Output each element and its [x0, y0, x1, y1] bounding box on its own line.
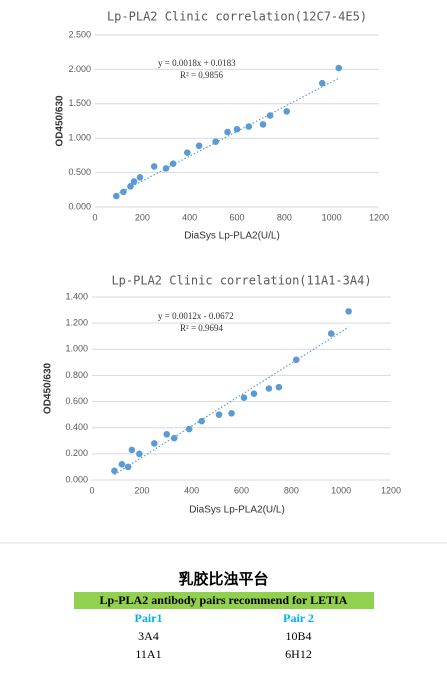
table-title: 乳胶比浊平台: [178, 572, 269, 588]
x-tick-label: 200: [134, 485, 149, 495]
x-tick-label: 200: [135, 212, 150, 222]
data-point: [150, 163, 158, 170]
data-point: [228, 410, 235, 417]
data-point: [127, 183, 134, 190]
data-point: [111, 467, 118, 475]
data-point: [185, 425, 193, 433]
data-point: [184, 149, 191, 156]
data-point: [240, 394, 248, 401]
x-tick-label: 400: [182, 212, 197, 222]
x-tick-label: 600: [234, 485, 249, 495]
y-tick-label: 1.000: [65, 344, 88, 354]
cell: 6H12: [285, 647, 312, 661]
data-point: [275, 383, 283, 391]
data-point: [120, 188, 127, 196]
data-point: [170, 434, 178, 442]
charts: Lp-PLA2 Clinic correlation(12C7-4E5) 0.00…: [0, 10, 447, 544]
data-point: [118, 461, 126, 468]
data-point: [345, 308, 352, 315]
table-row: 3A4 10B4: [0, 627, 447, 645]
data-point: [283, 108, 291, 115]
data-point: [318, 79, 326, 87]
y-tick-label: 0.600: [65, 396, 88, 406]
y-tick-label: 0.500: [68, 167, 91, 177]
data-point: [215, 411, 223, 418]
y-tick-label: 0.200: [65, 448, 88, 458]
x-tick-label: 1200: [369, 212, 389, 222]
annotation: R² = 0.9856: [180, 70, 224, 80]
data-point: [233, 125, 241, 133]
data-point: [224, 128, 231, 136]
x-tick-label: 0: [89, 485, 94, 495]
data-point: [259, 121, 267, 128]
y-tick-label: 0.400: [65, 422, 88, 432]
y-tick-label: 1.500: [68, 98, 91, 108]
x-tick-label: 1000: [331, 485, 351, 495]
data-point: [250, 390, 258, 398]
table-header: Pair1 Pair 2: [0, 609, 447, 627]
cell: 11A1: [135, 647, 162, 661]
data-point: [198, 417, 205, 425]
y-tick-label: 0.000: [68, 201, 91, 211]
x-tick-label: 1200: [381, 485, 401, 495]
data-point: [124, 463, 132, 471]
x-axis-label: DiaSys Lp-PLA2(U/L): [189, 505, 285, 516]
data-point: [130, 178, 138, 185]
data-point: [335, 64, 343, 72]
data-point: [212, 138, 219, 145]
data-point: [150, 440, 158, 447]
data-point: [293, 356, 300, 364]
pair-table: 乳胶比浊平台 Lp-PLA2 antibody pairs recommend …: [0, 568, 447, 663]
x-tick-label: 400: [184, 485, 199, 495]
y-tick-label: 0.800: [65, 370, 88, 380]
y-axis-label: OD450/630: [55, 95, 66, 147]
annotation: y = 0.0012x - 0.0672: [158, 311, 234, 321]
x-axis-label: DiaSys Lp-PLA2(U/L): [184, 231, 280, 242]
trendline: [116, 77, 340, 196]
data-point: [136, 174, 144, 181]
y-tick-label: 0.000: [65, 474, 88, 484]
x-tick-label: 800: [277, 212, 292, 222]
y-tick-label: 2.000: [68, 64, 91, 74]
y-tick-label: 2.500: [68, 29, 91, 39]
annotation: R² = 0.9694: [180, 323, 224, 333]
table-row: 11A1 6H12: [0, 645, 447, 663]
data-point: [162, 165, 170, 172]
annotation: y = 0.0018x + 0.0183: [158, 58, 236, 68]
data-point: [113, 192, 120, 200]
y-axis-label: OD450/630: [43, 362, 54, 414]
trendline: [114, 326, 349, 476]
data-point: [245, 123, 253, 130]
data-point: [195, 142, 203, 150]
data-point: [327, 330, 335, 337]
data-point: [265, 385, 273, 392]
y-tick-label: 1.000: [68, 133, 91, 143]
header-cell: Pair1: [134, 611, 163, 625]
cell: 3A4: [138, 629, 159, 643]
y-tick-label: 1.200: [65, 318, 88, 328]
cell: 10B4: [285, 629, 312, 643]
data-point: [169, 160, 177, 167]
data-point: [163, 430, 171, 438]
chart-title: Lp-PLA2 Clinic correlation(12C7-4E5): [107, 10, 367, 24]
y-tick-label: 1.400: [65, 291, 88, 301]
x-tick-label: 600: [229, 212, 244, 222]
table-banner: Lp-PLA2 antibody pairs recommend for LET…: [73, 592, 374, 609]
data-point: [128, 446, 136, 454]
data-point: [266, 112, 274, 119]
x-tick-label: 0: [92, 212, 97, 222]
header-cell: Pair 2: [283, 611, 314, 625]
data-point: [136, 450, 143, 458]
x-tick-label: 800: [284, 485, 299, 495]
x-tick-label: 1000: [322, 212, 342, 222]
chart-title: Lp-PLA2 Clinic correlation(11A1-3A4): [111, 274, 371, 288]
